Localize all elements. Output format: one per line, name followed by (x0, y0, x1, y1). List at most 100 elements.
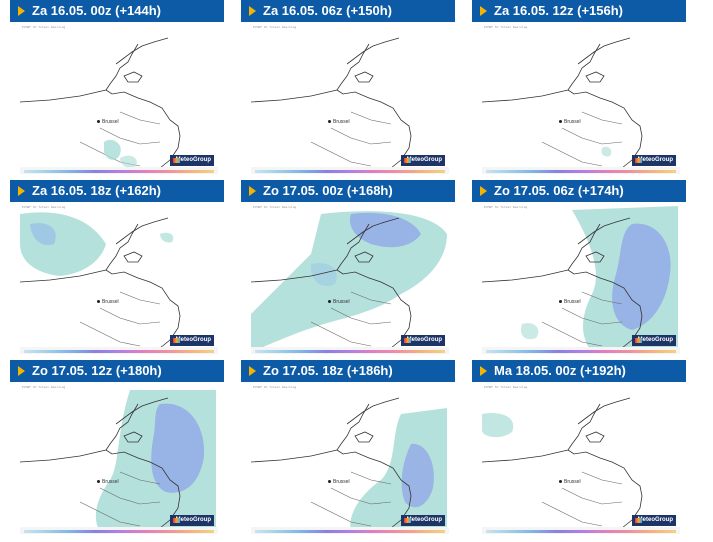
map-caption: ECMWF 6h Totaal Neerslag (484, 385, 528, 389)
map-caption: ECMWF 6h Totaal Neerslag (22, 205, 66, 209)
map-svg (251, 211, 447, 352)
map-svg (251, 397, 447, 532)
color-scale (24, 530, 214, 533)
map-svg (482, 206, 678, 352)
map-caption: ECMWF 6h Totaal Neerslag (484, 25, 528, 29)
legend-bar (482, 527, 680, 534)
precipitation-map[interactable]: ECMWF 6h Totaal Neerslag Brussel MeteoGr… (20, 24, 218, 174)
panel-title: Zo 17.05. 06z (+174h) (494, 183, 624, 198)
panel-header-link[interactable]: Zo 17.05. 00z (+168h) (241, 180, 455, 202)
map-svg (482, 37, 643, 169)
precipitation-map[interactable]: ECMWF 6h Totaal Neerslag Brussel MeteoGr… (482, 384, 680, 534)
precipitation-map[interactable]: ECMWF 6h Totaal Neerslag Brussel MeteoGr… (251, 24, 449, 174)
color-scale (24, 350, 214, 353)
city-label: Brussel (559, 479, 581, 485)
panel-title: Za 16.05. 18z (+162h) (32, 183, 161, 198)
map-caption: ECMWF 6h Totaal Neerslag (22, 25, 66, 29)
panel-title: Za 16.05. 06z (+150h) (263, 3, 392, 18)
map-svg (20, 212, 181, 349)
city-label: Brussel (97, 119, 119, 125)
meteogroup-logo: MeteoGroup (632, 155, 676, 166)
map-svg (482, 397, 643, 529)
meteogroup-logo: MeteoGroup (632, 335, 676, 346)
city-label: Brussel (328, 299, 350, 305)
color-scale (255, 530, 445, 533)
map-caption: ECMWF 6h Totaal Neerslag (253, 25, 297, 29)
forecast-panel: Za 16.05. 18z (+162h) ECMWF 6h Totaal Ne… (10, 180, 224, 358)
panel-title: Za 16.05. 12z (+156h) (494, 3, 623, 18)
legend-bar (20, 347, 218, 354)
legend-bar (251, 347, 449, 354)
legend-bar (251, 167, 449, 174)
play-arrow-icon (249, 6, 256, 16)
panel-title: Zo 17.05. 12z (+180h) (32, 363, 162, 378)
color-scale (255, 170, 445, 173)
play-arrow-icon (18, 366, 25, 376)
legend-bar (482, 167, 680, 174)
city-label: Brussel (559, 299, 581, 305)
panel-header-link[interactable]: Zo 17.05. 18z (+186h) (241, 360, 455, 382)
panel-title: Zo 17.05. 00z (+168h) (263, 183, 393, 198)
precipitation-map[interactable]: ECMWF 6h Totaal Neerslag Brussel MeteoGr… (20, 384, 218, 534)
precipitation-map[interactable]: ECMWF 6h Totaal Neerslag Brussel MeteoGr… (251, 204, 449, 354)
forecast-panel: Za 16.05. 06z (+150h) ECMWF 6h Totaal Ne… (241, 0, 455, 178)
panel-header-link[interactable]: Za 16.05. 18z (+162h) (10, 180, 224, 202)
legend-bar (20, 527, 218, 534)
color-scale (486, 170, 676, 173)
panel-title: Ma 18.05. 00z (+192h) (494, 363, 626, 378)
legend-bar (251, 527, 449, 534)
meteogroup-logo: MeteoGroup (632, 515, 676, 526)
forecast-panel: Zo 17.05. 18z (+186h) ECMWF 6h Totaal Ne… (241, 360, 455, 538)
city-label: Brussel (328, 119, 350, 125)
map-caption: ECMWF 6h Totaal Neerslag (253, 385, 297, 389)
precipitation-map[interactable]: ECMWF 6h Totaal Neerslag Brussel MeteoGr… (482, 204, 680, 354)
panel-header-link[interactable]: Za 16.05. 06z (+150h) (241, 0, 455, 22)
panel-header-link[interactable]: Zo 17.05. 06z (+174h) (472, 180, 686, 202)
play-arrow-icon (249, 186, 256, 196)
panel-header-link[interactable]: Za 16.05. 00z (+144h) (10, 0, 224, 22)
panel-title: Za 16.05. 00z (+144h) (32, 3, 161, 18)
city-label: Brussel (97, 479, 119, 485)
meteogroup-logo: MeteoGroup (170, 155, 214, 166)
legend-bar (482, 347, 680, 354)
map-svg (20, 37, 181, 169)
meteogroup-logo: MeteoGroup (401, 155, 445, 166)
map-svg (251, 37, 412, 169)
map-caption: ECMWF 6h Totaal Neerslag (484, 205, 528, 209)
play-arrow-icon (18, 186, 25, 196)
map-caption: ECMWF 6h Totaal Neerslag (22, 385, 66, 389)
forecast-panel: Zo 17.05. 06z (+174h) ECMWF 6h Totaal Ne… (472, 180, 686, 358)
meteogroup-logo: MeteoGroup (401, 515, 445, 526)
play-arrow-icon (18, 6, 25, 16)
forecast-panel: Za 16.05. 00z (+144h) ECMWF 6h Totaal Ne… (10, 0, 224, 178)
forecast-panel: Zo 17.05. 00z (+168h) ECMWF 6h Totaal Ne… (241, 180, 455, 358)
map-svg (20, 390, 216, 532)
color-scale (255, 350, 445, 353)
forecast-panel: Zo 17.05. 12z (+180h) ECMWF 6h Totaal Ne… (10, 360, 224, 538)
legend-bar (20, 167, 218, 174)
forecast-panel: Ma 18.05. 00z (+192h) ECMWF 6h Totaal Ne… (472, 360, 686, 538)
map-caption: ECMWF 6h Totaal Neerslag (253, 205, 297, 209)
color-scale (486, 350, 676, 353)
meteogroup-logo: MeteoGroup (170, 335, 214, 346)
precipitation-map[interactable]: ECMWF 6h Totaal Neerslag Brussel MeteoGr… (20, 204, 218, 354)
play-arrow-icon (480, 186, 487, 196)
city-label: Brussel (328, 479, 350, 485)
play-arrow-icon (480, 366, 487, 376)
color-scale (486, 530, 676, 533)
color-scale (24, 170, 214, 173)
meteogroup-logo: MeteoGroup (401, 335, 445, 346)
meteogroup-logo: MeteoGroup (170, 515, 214, 526)
panel-header-link[interactable]: Zo 17.05. 12z (+180h) (10, 360, 224, 382)
play-arrow-icon (249, 366, 256, 376)
city-label: Brussel (559, 119, 581, 125)
precipitation-map[interactable]: ECMWF 6h Totaal Neerslag Brussel MeteoGr… (482, 24, 680, 174)
panel-header-link[interactable]: Za 16.05. 12z (+156h) (472, 0, 686, 22)
precipitation-map[interactable]: ECMWF 6h Totaal Neerslag Brussel MeteoGr… (251, 384, 449, 534)
forecast-panel: Za 16.05. 12z (+156h) ECMWF 6h Totaal Ne… (472, 0, 686, 178)
city-label: Brussel (97, 299, 119, 305)
panel-title: Zo 17.05. 18z (+186h) (263, 363, 393, 378)
play-arrow-icon (480, 6, 487, 16)
panel-header-link[interactable]: Ma 18.05. 00z (+192h) (472, 360, 686, 382)
